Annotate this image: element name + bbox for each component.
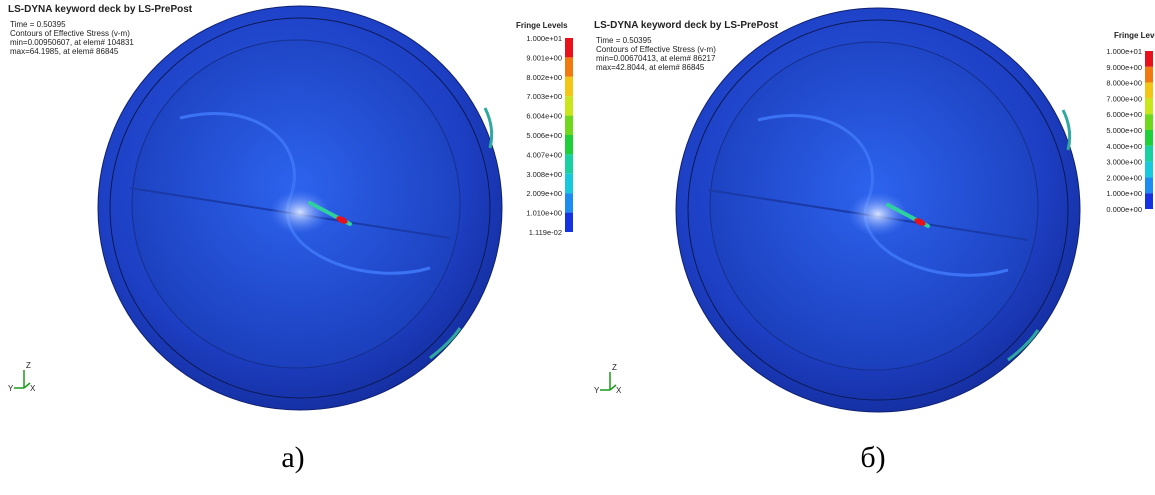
caption: а) <box>281 441 304 474</box>
legend-swatch <box>1145 51 1153 67</box>
legend-label: 9.001e+00 <box>526 53 562 62</box>
legend-swatch <box>565 213 573 232</box>
header-line: Time = 0.50395 <box>596 36 652 45</box>
legend-label: 2.009e+00 <box>526 189 562 198</box>
triad-label: Y <box>8 384 14 393</box>
legend-label: 7.000e+00 <box>1106 94 1142 103</box>
legend-label: 6.004e+00 <box>526 112 562 121</box>
legend-swatch <box>565 96 573 115</box>
legend-title: Fringe Levels <box>516 21 568 30</box>
legend-swatch <box>1145 162 1153 178</box>
triad-label: Z <box>612 363 617 372</box>
legend-label: 6.000e+00 <box>1106 110 1142 119</box>
header-line: Contours of Effective Stress (v-m) <box>10 29 130 38</box>
legend-swatch <box>565 38 573 57</box>
legend-swatch <box>1145 83 1153 99</box>
legend-label: 8.002e+00 <box>526 73 562 82</box>
legend-swatch <box>565 174 573 193</box>
header-line: Time = 0.50395 <box>10 20 66 29</box>
header-line: max=64.1985, at elem# 86845 <box>10 47 119 56</box>
legend-swatch <box>1145 193 1153 209</box>
legend-swatch <box>1145 177 1153 193</box>
stress-glow <box>848 192 908 236</box>
legend-swatch <box>565 135 573 154</box>
legend-label: 0.000e+00 <box>1106 205 1142 214</box>
legend-label: 1.000e+01 <box>526 34 562 43</box>
legend-label: 1.119e-02 <box>529 228 562 237</box>
header-line: max=42.8044, at elem# 86845 <box>596 63 705 72</box>
legend-title: Fringe Levels <box>1114 31 1155 40</box>
header-title: LS-DYNA keyword deck by LS-PrePost <box>8 4 193 15</box>
legend-swatch <box>1145 98 1153 114</box>
panel: LS-DYNA keyword deck by LS-PrePost Time =… <box>8 4 573 474</box>
caption: б) <box>860 441 885 474</box>
legend-label: 2.000e+00 <box>1106 173 1142 182</box>
figure: LS-DYNA keyword deck by LS-PrePost Time =… <box>0 0 1155 495</box>
legend-label: 7.003e+00 <box>526 92 562 101</box>
legend-swatch <box>565 154 573 173</box>
header-line: min=0.00670413, at elem# 86217 <box>596 54 716 63</box>
legend-swatch <box>565 116 573 135</box>
legend-label: 1.010e+00 <box>526 209 562 218</box>
header-title: LS-DYNA keyword deck by LS-PrePost <box>594 20 779 31</box>
legend-label: 1.000e+01 <box>1106 47 1142 56</box>
legend-label: 5.006e+00 <box>526 131 562 140</box>
legend-label: 4.007e+00 <box>526 150 562 159</box>
legend-swatch <box>1145 130 1153 146</box>
triad-label: X <box>30 384 36 393</box>
header-line: Contours of Effective Stress (v-m) <box>596 45 716 54</box>
legend-label: 1.000e+00 <box>1106 189 1142 198</box>
legend-label: 3.000e+00 <box>1106 158 1142 167</box>
triad-label: Y <box>594 386 600 395</box>
triad-label: Z <box>26 361 31 370</box>
legend-swatch <box>565 77 573 96</box>
legend-swatch <box>565 57 573 76</box>
header-line: min=0.00950607, at elem# 104831 <box>10 38 134 47</box>
legend-label: 9.000e+00 <box>1106 63 1142 72</box>
legend-label: 8.000e+00 <box>1106 79 1142 88</box>
legend-swatch <box>1145 114 1153 130</box>
panel: LS-DYNA keyword deck by LS-PrePost Time =… <box>594 8 1155 474</box>
legend-swatch <box>1145 67 1153 83</box>
stress-glow <box>270 190 330 234</box>
triad-label: X <box>616 386 622 395</box>
legend-swatch <box>1145 146 1153 162</box>
legend-label: 3.008e+00 <box>526 170 562 179</box>
legend-label: 5.000e+00 <box>1106 126 1142 135</box>
legend-label: 4.000e+00 <box>1106 142 1142 151</box>
legend-swatch <box>565 193 573 212</box>
